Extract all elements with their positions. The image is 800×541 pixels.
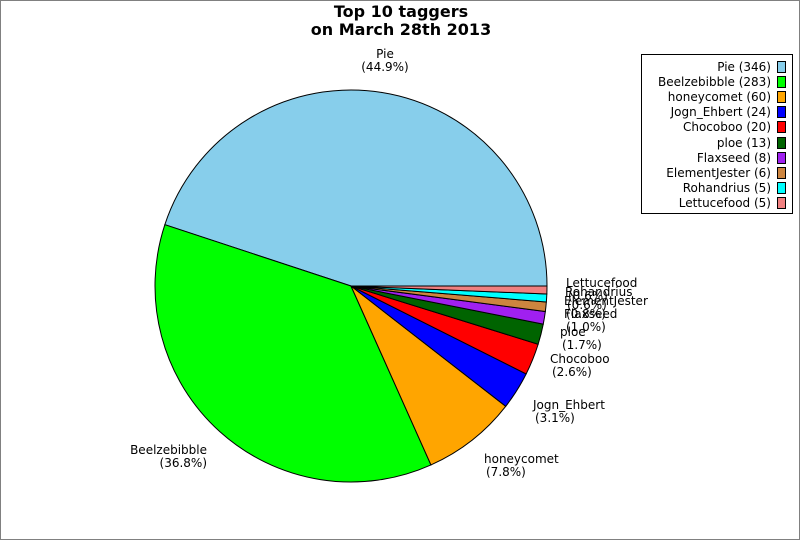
slice-label-percent: (7.8%) xyxy=(486,465,526,479)
slice-label-name: honeycomet xyxy=(484,452,559,466)
slice-label-percent: (36.8%) xyxy=(160,456,207,470)
legend-item: ElementJester (6) xyxy=(642,165,792,180)
legend-swatch xyxy=(777,75,786,88)
slice-label-percent: (44.9%) xyxy=(361,60,408,74)
legend-label: Pie (346) xyxy=(717,59,771,74)
legend-swatch xyxy=(777,60,786,73)
legend-item: Rohandrius (5) xyxy=(642,181,792,196)
slice-label-name: ElementJester xyxy=(564,294,648,308)
legend-swatch xyxy=(777,182,786,195)
slice-label-name: Beelzebibble xyxy=(130,443,207,457)
pie-slice-lettucefood xyxy=(350,285,548,295)
legend-swatch xyxy=(777,106,786,119)
legend-swatch xyxy=(777,151,786,164)
slice-label-percent: (0.6%) xyxy=(568,289,608,303)
legend-label: Jogn_Ehbert (24) xyxy=(670,105,771,120)
legend-swatch xyxy=(777,166,786,179)
legend-item: Pie (346) xyxy=(642,59,792,74)
legend-label: Lettucefood (5) xyxy=(678,196,771,211)
legend-item: honeycomet (60) xyxy=(642,89,792,104)
legend-item: Lettucefood (5) xyxy=(642,196,792,211)
chart-title-line-2: on March 28th 2013 xyxy=(310,20,492,39)
legend-item: Flaxseed (8) xyxy=(642,150,792,165)
slice-label-percent: (1.7%) xyxy=(562,338,602,352)
slice-label-name: Rohandrius xyxy=(565,285,632,299)
legend-label: Beelzebibble (283) xyxy=(658,74,771,89)
legend-swatch xyxy=(777,197,786,210)
chart-title: Top 10 taggers on March 28th 2013 xyxy=(1,3,800,39)
legend-swatch xyxy=(777,121,786,134)
legend-label: honeycomet (60) xyxy=(667,89,771,104)
legend-item: ploe (13) xyxy=(642,135,792,150)
legend-item: Chocoboo (20) xyxy=(642,120,792,135)
slice-label-name: Flaxseed xyxy=(564,307,617,321)
legend-label: Chocoboo (20) xyxy=(682,120,771,135)
pie-slice-pie xyxy=(164,89,548,287)
slice-label-percent: (3.1%) xyxy=(535,411,575,425)
slice-label-percent: (1.0%) xyxy=(566,320,606,334)
legend-item: Beelzebibble (283) xyxy=(642,74,792,89)
legend-label: ploe (13) xyxy=(716,135,771,150)
slice-label-name: Pie xyxy=(376,47,394,61)
slice-label-percent: (0.6%) xyxy=(567,298,607,312)
legend-item: Jogn_Ehbert (24) xyxy=(642,105,792,120)
slice-label-percent: (2.6%) xyxy=(552,365,592,379)
pie-slice-honeycomet xyxy=(350,285,507,466)
slice-label-percent: (0.8%) xyxy=(566,307,606,321)
legend-label: ElementJester (6) xyxy=(666,165,771,180)
chart-title-line-1: Top 10 taggers xyxy=(333,2,469,21)
slice-label-name: ploe xyxy=(560,325,586,339)
legend-label: Rohandrius (5) xyxy=(682,181,771,196)
slice-label-name: Lettucefood xyxy=(566,276,637,290)
legend-swatch xyxy=(777,90,786,103)
pie-slice-beelzebibble xyxy=(154,224,432,483)
slice-label-name: Chocoboo xyxy=(550,352,610,366)
legend-swatch xyxy=(777,136,786,149)
slice-label-name: Jogn_Ehbert xyxy=(532,398,605,412)
chart-legend: Pie (346) Beelzebibble (283) honeycomet (6… xyxy=(641,54,793,214)
legend-label: Flaxseed (8) xyxy=(696,150,771,165)
